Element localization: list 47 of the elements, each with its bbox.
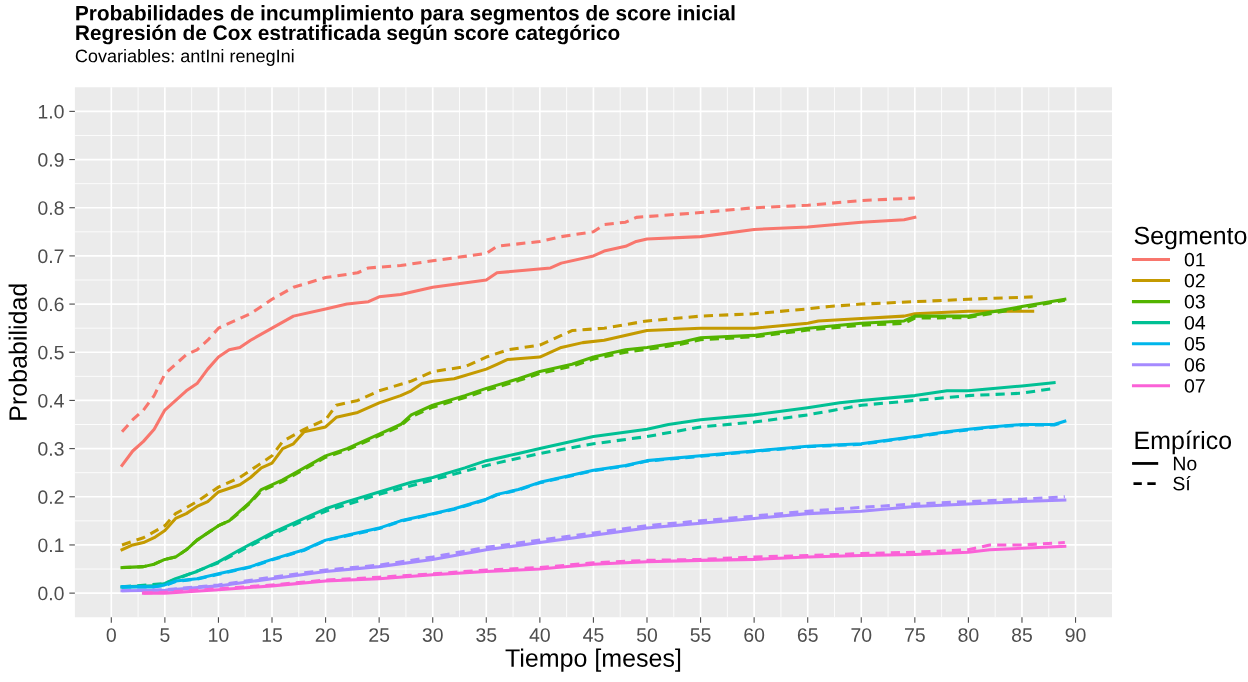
- x-tick-label: 15: [262, 628, 283, 642]
- y-tick-label: 0.3: [38, 442, 64, 456]
- x-tick-label: 40: [529, 628, 550, 642]
- y-tick-label: 0.2: [38, 490, 64, 505]
- y-tick-label: 0.4: [38, 393, 64, 408]
- x-tick-label: 5: [160, 628, 170, 642]
- y-tick-label: 0.1: [38, 538, 64, 553]
- x-tick-label: 50: [636, 628, 658, 642]
- x-axis-title: Tiempo [meses]: [505, 648, 681, 672]
- x-tick-label: 10: [209, 628, 229, 642]
- x-tick-label: 75: [905, 628, 925, 642]
- x-tick-label: 0: [106, 628, 116, 642]
- y-tick-label: 1.0: [38, 104, 64, 119]
- x-tick-label: 20: [315, 628, 336, 642]
- y-tick-label: 0.7: [38, 249, 64, 264]
- x-tick-label: 70: [851, 628, 872, 642]
- x-tick-label: 35: [476, 628, 497, 642]
- x-tick-label: 55: [690, 628, 711, 642]
- y-tick-label: 0.0: [38, 586, 64, 601]
- y-tick-label: 0.9: [38, 153, 64, 167]
- text: Sí: [1173, 476, 1191, 491]
- x-tick-label: 60: [744, 628, 765, 642]
- x-tick-label: 25: [369, 628, 390, 642]
- legend-label: 07: [1184, 379, 1205, 393]
- x-tick-label: 45: [583, 628, 604, 642]
- y-axis-title: Probabilidad: [8, 284, 27, 420]
- x-tick-label: 80: [958, 628, 979, 642]
- text: Segmento: [1134, 226, 1247, 250]
- y-tick-label: 0.6: [38, 297, 64, 312]
- legend-label: 05: [1184, 336, 1205, 351]
- line-series: [120, 196, 917, 434]
- x-tick-label: 90: [1065, 628, 1086, 642]
- legend-label: 06: [1184, 357, 1205, 372]
- legend-label: 02: [1184, 273, 1205, 288]
- legend-label: 01: [1184, 252, 1205, 267]
- x-tick-label: 65: [797, 628, 818, 642]
- line-series: [120, 215, 917, 467]
- legend-label: 04: [1184, 315, 1206, 330]
- x-tick-label: 85: [1012, 628, 1032, 642]
- y-tick-label: 0.5: [38, 345, 64, 360]
- y-tick-label: 0.8: [38, 201, 64, 215]
- text: Empírico: [1135, 430, 1232, 455]
- legend-label: 03: [1184, 294, 1205, 309]
- text: No: [1173, 456, 1197, 471]
- chart-title: Probabilidades de incumplimiento para segmentos de score inicial Regresión de Cox estratificada según score categórico: [76, 5, 735, 45]
- x-tick-label: 30: [422, 628, 443, 642]
- chart-subtitle: Covariables: antIni renegIni: [75, 49, 294, 66]
